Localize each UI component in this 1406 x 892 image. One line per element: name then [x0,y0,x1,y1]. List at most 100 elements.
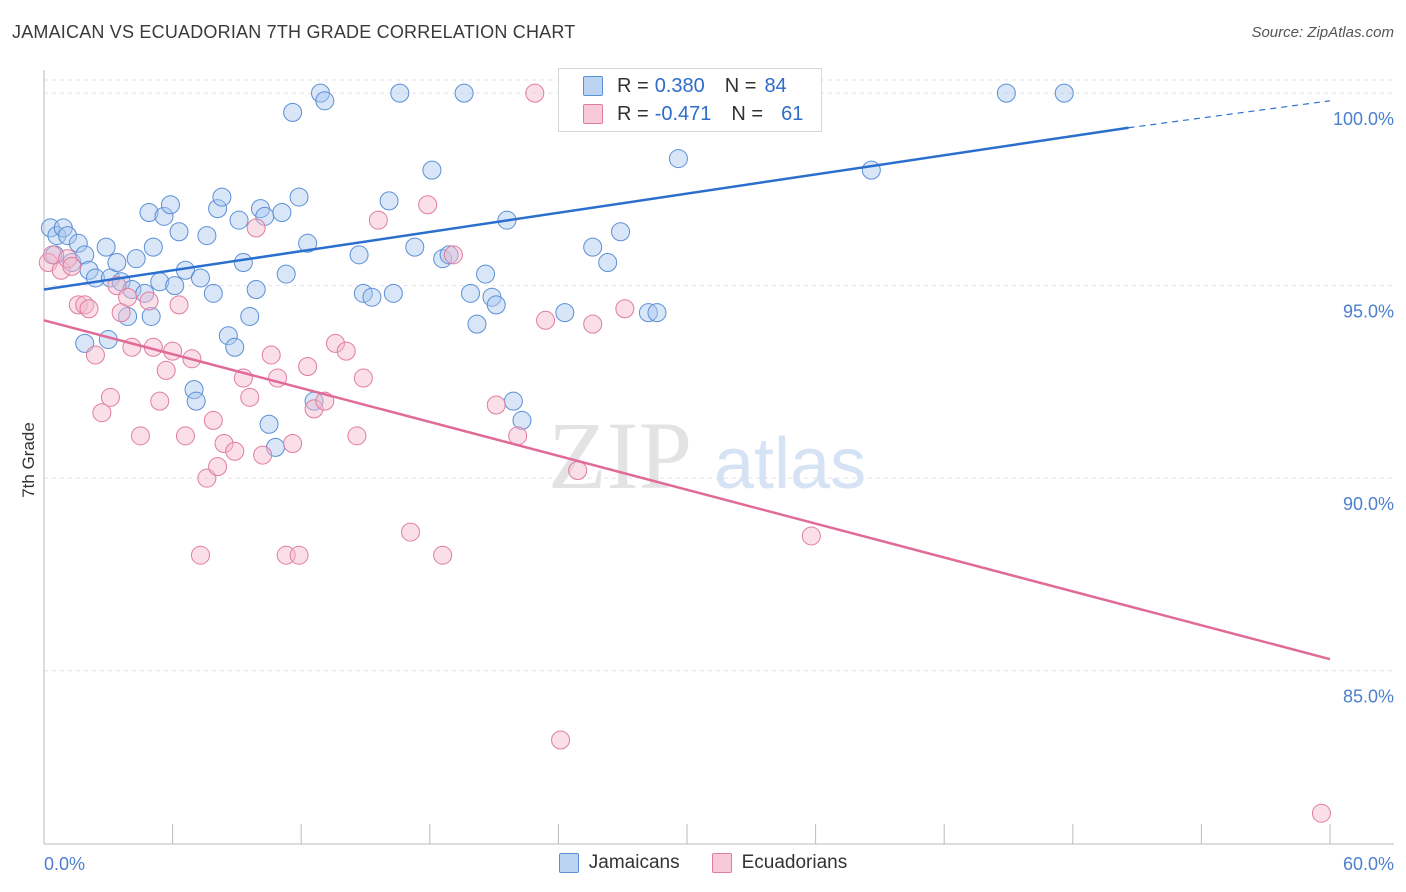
data-point [583,314,603,334]
legend-swatch-ecuadorians [711,853,732,873]
data-point [156,360,176,380]
data-point [525,83,545,103]
data-point [240,306,260,326]
data-point [51,260,71,280]
data-point [647,303,667,323]
data-point [272,202,292,222]
data-point [467,314,487,334]
data-point [233,253,253,273]
data-point [298,357,318,377]
y-axis-label: 7th Grade [19,422,38,498]
data-point [43,245,63,265]
data-point [165,276,185,296]
data-point [203,410,223,430]
data-point [208,199,228,219]
data-point [536,310,556,330]
data-point [62,256,82,276]
data-point [1054,83,1074,103]
data-point [390,83,410,103]
data-point [405,237,425,257]
data-point [92,403,112,423]
legend-item-jamaicans: Jamaicans [558,852,680,874]
legend-n-label: N = [724,74,757,97]
data-point [362,287,382,307]
data-point [508,426,528,446]
data-point [283,102,303,122]
data-point [190,545,210,565]
data-point [418,195,438,215]
data-point [160,195,180,215]
y-tick-label: 100.0% [1333,109,1394,129]
data-point [163,341,183,361]
y-tick-label: 90.0% [1343,494,1394,514]
legend-r-value: -0.471 [654,102,712,125]
legend-r-label: R = [617,102,649,125]
legend-r-label: R = [617,74,649,97]
data-point [289,187,309,207]
data-point [143,237,163,257]
data-point [253,445,273,465]
data-point [801,526,821,546]
data-point [107,253,127,273]
data-point [214,434,234,454]
chart-source: Source: ZipAtlas.com [1251,24,1394,41]
data-point [476,264,496,284]
data-point [349,245,369,265]
data-point [551,730,571,750]
data-point [169,222,189,242]
data-point [439,245,459,265]
data-point [433,545,453,565]
data-point [461,283,481,303]
series-jamaicans [40,83,1074,457]
data-point [141,306,161,326]
legend-row-jamaicans: R = 0.380 N = 84 [583,73,787,99]
data-point [861,160,881,180]
legend-n-value: 61 [781,102,804,125]
data-point [229,210,249,230]
data-point [186,391,206,411]
trend-line-ecuadorians [43,319,1331,661]
data-point [96,237,116,257]
legend-item-ecuadorians: Ecuadorians [711,852,847,874]
data-point [203,283,223,303]
data-point [503,391,523,411]
series-legend: Jamaicans Ecuadorians [0,852,1406,874]
x-tick-label-min: 0.0% [44,854,85,874]
data-point [353,368,373,388]
stats-legend: R = 0.380 N = 84 R = -0.471 N = 61 [558,68,822,132]
axes [43,70,1394,845]
legend-n-label: N = [731,102,764,125]
data-point [261,345,281,365]
data-point [118,287,138,307]
data-point [611,222,631,242]
data-point [68,295,88,315]
data-point [283,434,303,454]
series-ecuadorians [38,83,1331,823]
x-tick-label-max: 60.0% [1343,854,1394,874]
data-point [454,83,474,103]
y-tick-label: 85.0% [1343,687,1394,707]
data-point [175,426,195,446]
data-point [246,218,266,238]
data-point [58,226,78,246]
data-point [422,160,442,180]
data-point [79,299,99,319]
data-point [197,226,217,246]
data-point [126,249,146,269]
legend-swatch-pink [583,104,603,124]
data-point [139,202,159,222]
data-point [150,391,170,411]
data-point [568,460,588,480]
y-tick-labels: 85.0% 90.0% 95.0% 100.0% [1333,109,1394,707]
data-point [68,233,88,253]
data-point [598,253,618,273]
trend-line-jamaicans-extension [1128,100,1331,129]
data-point [379,191,399,211]
legend-swatch-jamaicans [558,853,579,873]
data-point [139,291,159,311]
watermark-zip: ZIP [548,402,692,509]
data-point [347,426,367,446]
trend-line-jamaicans [43,126,1129,291]
data-point [996,83,1016,103]
legend-r-value: 0.380 [654,74,705,97]
